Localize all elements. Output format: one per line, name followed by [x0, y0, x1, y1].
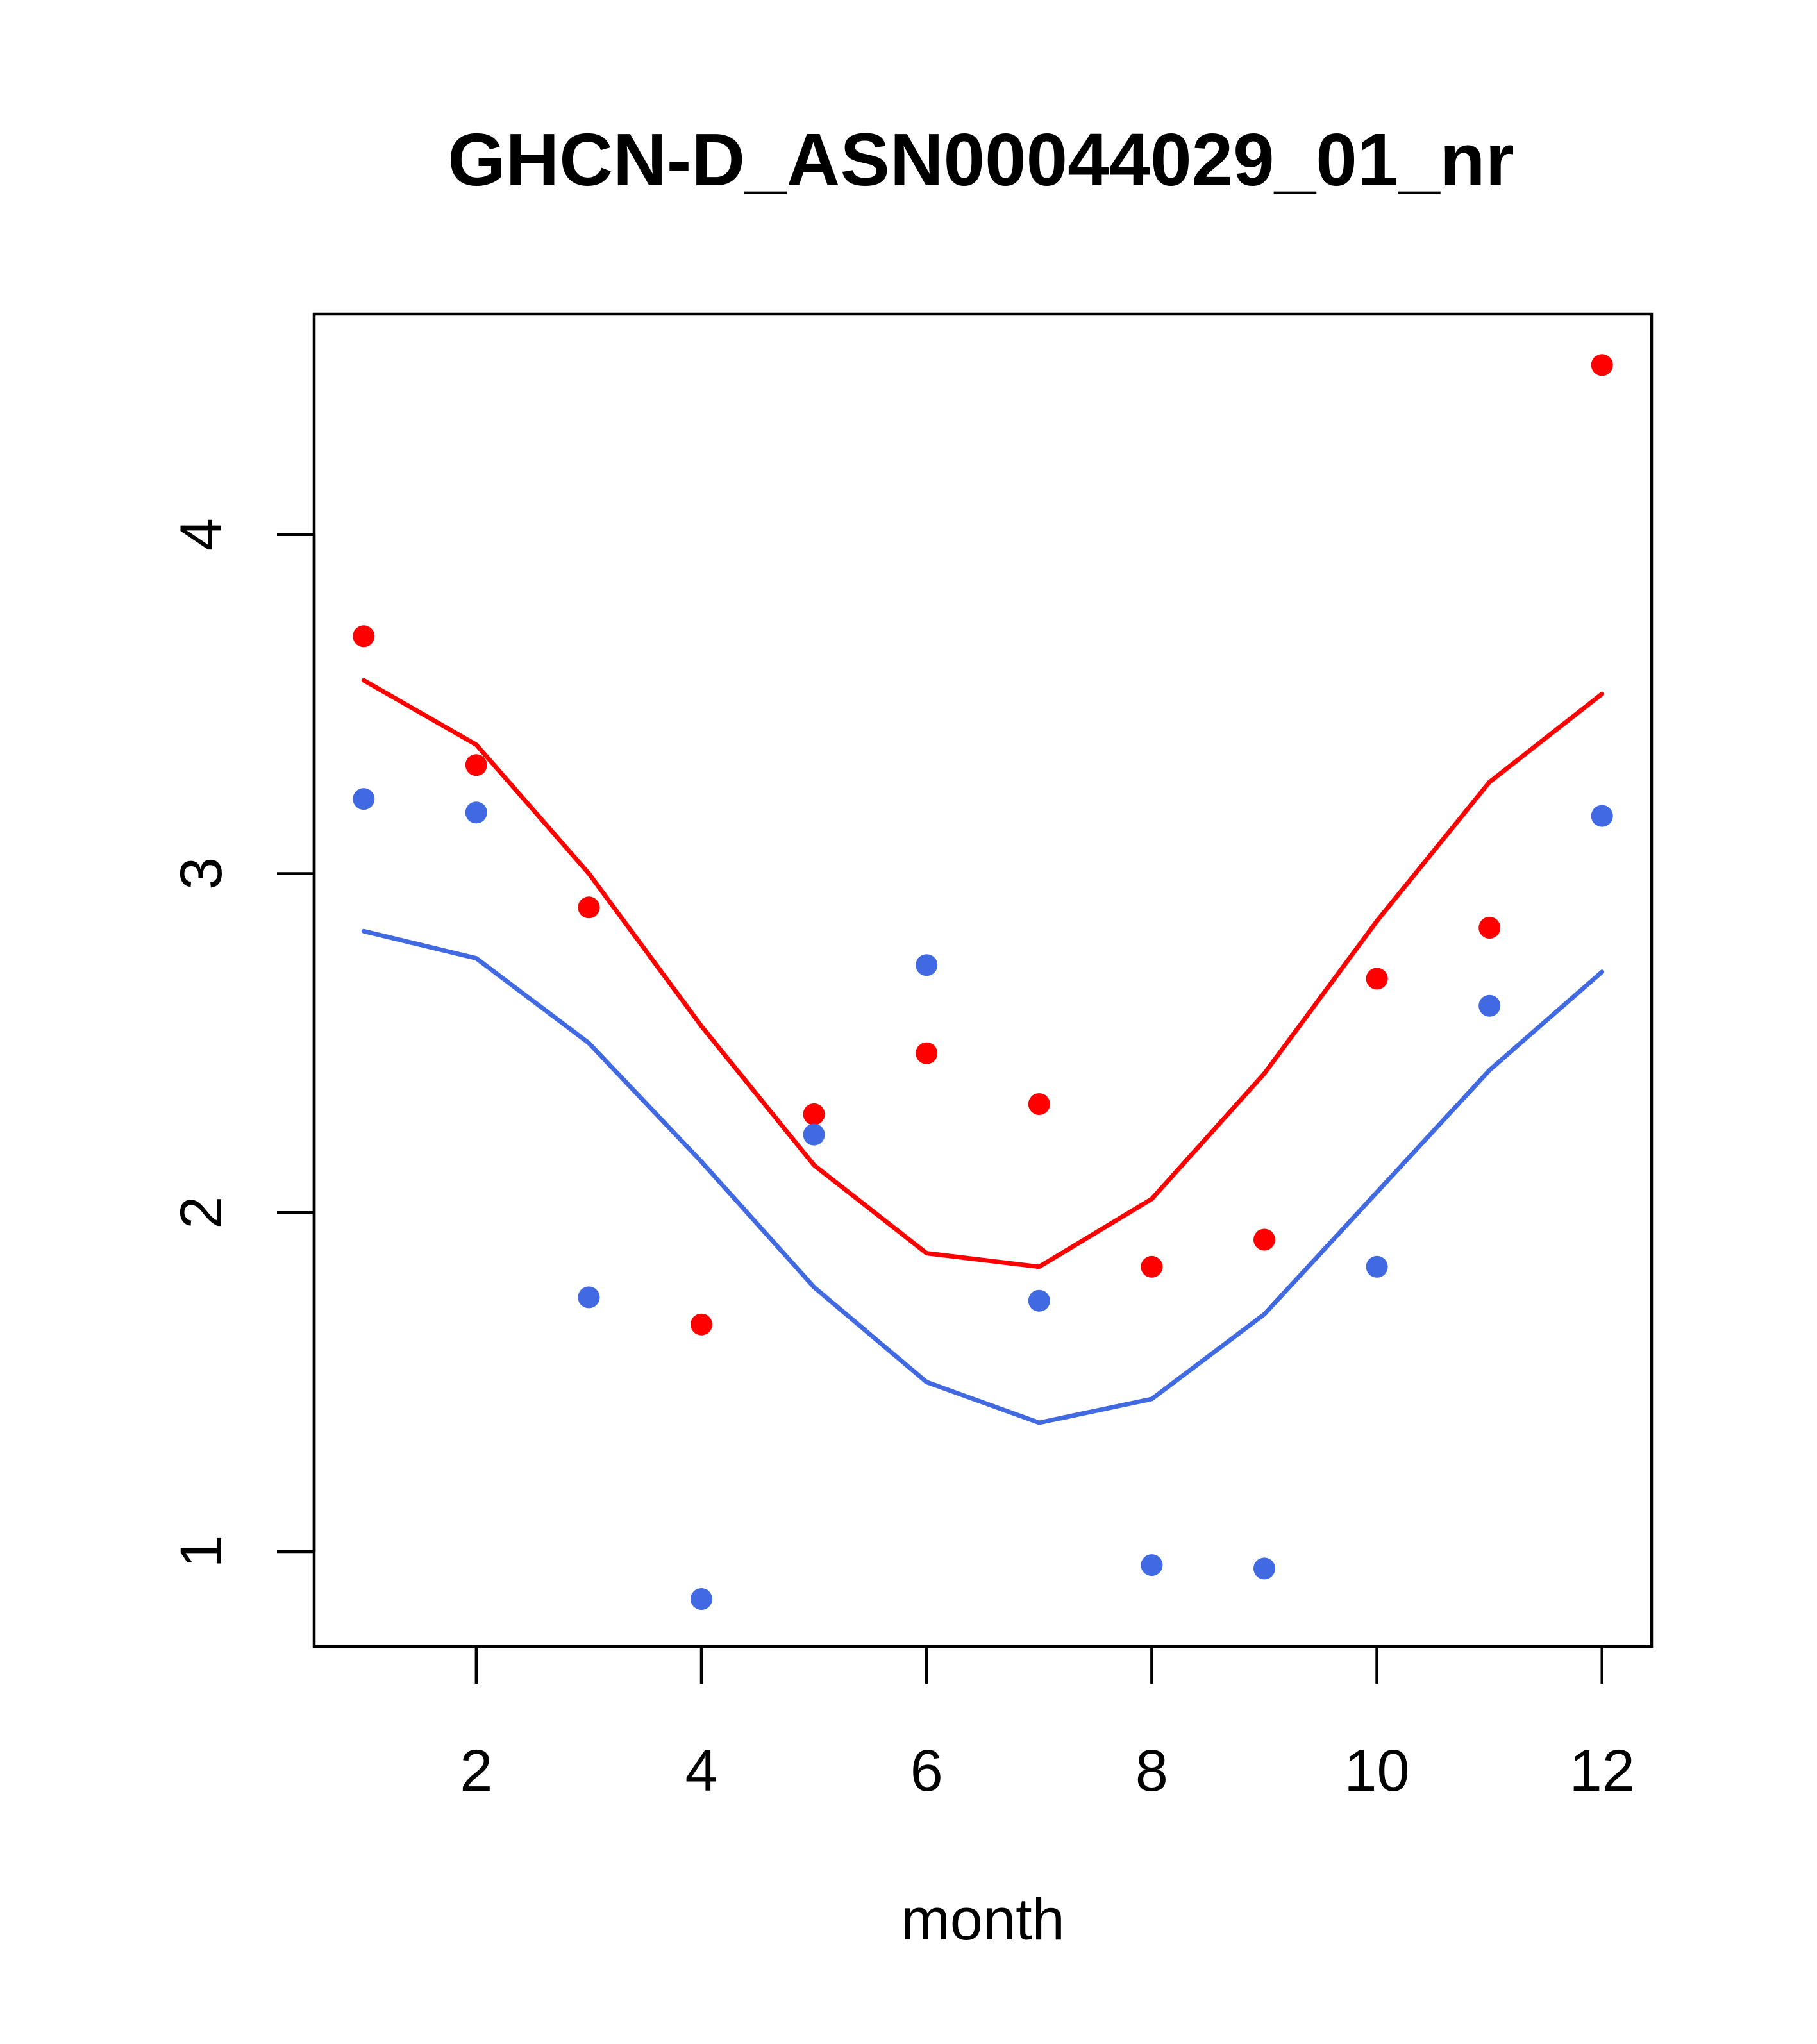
series-1-point — [691, 1313, 712, 1336]
series-1-point — [465, 754, 487, 776]
series-lines — [361, 678, 1605, 1425]
series-points — [353, 354, 1613, 1610]
series-1-line — [361, 678, 1605, 1269]
plot-frame — [312, 312, 1654, 1648]
series-1-point — [578, 896, 600, 919]
series-1-point — [1366, 968, 1388, 990]
series-2-point — [1366, 1255, 1388, 1278]
series-1-point — [916, 1042, 938, 1064]
series-2-point — [691, 1588, 712, 1610]
series-2-line — [361, 928, 1605, 1425]
series-2-point — [465, 801, 487, 824]
series-2-point — [353, 788, 375, 810]
x-axis-label: month — [901, 1887, 1065, 1952]
x-axis: 2 4 6 8 10 12 — [460, 1645, 1635, 1804]
x-tick-label: 6 — [910, 1738, 943, 1804]
y-tick-label: 4 — [169, 518, 234, 551]
series-2-point — [916, 954, 938, 976]
y-tick-label: 2 — [169, 1196, 234, 1229]
series-1-point — [1253, 1228, 1275, 1251]
series-2-point — [578, 1286, 600, 1309]
y-tick-label: 1 — [169, 1535, 234, 1568]
series-2-point — [1478, 994, 1501, 1017]
series-2-point — [1028, 1289, 1050, 1312]
x-tick-label: 12 — [1570, 1738, 1635, 1804]
y-tick-label: 3 — [169, 857, 234, 890]
series-1-point — [1591, 354, 1613, 376]
x-tick-label: 8 — [1135, 1738, 1168, 1804]
series-2-point — [1141, 1554, 1163, 1577]
x-tick-label: 2 — [460, 1738, 492, 1804]
x-tick-label: 10 — [1344, 1738, 1409, 1804]
series-1-point — [353, 625, 375, 648]
series-1-point — [1478, 917, 1501, 939]
series-2-point — [803, 1123, 825, 1146]
series-1-point — [1141, 1255, 1163, 1278]
series-1-point — [803, 1103, 825, 1125]
y-axis: 1 2 3 4 — [169, 518, 316, 1568]
series-1-point — [1028, 1093, 1050, 1115]
series-2-point — [1253, 1557, 1275, 1580]
series-2-point — [1591, 805, 1613, 827]
chart-title: GHCN-D_ASN00044029_01_nr — [448, 118, 1514, 201]
x-tick-label: 4 — [685, 1738, 717, 1804]
